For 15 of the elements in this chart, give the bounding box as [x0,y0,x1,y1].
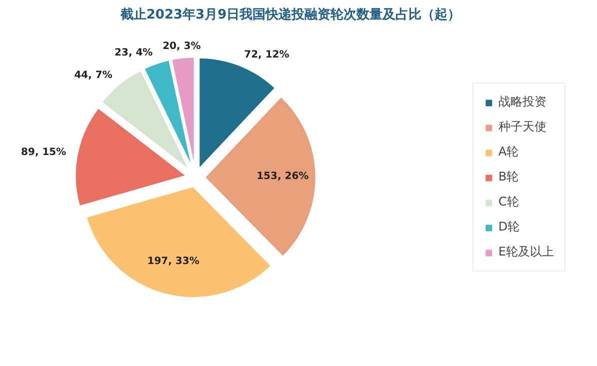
data-label: 72, 12% [244,50,290,61]
legend-label: B轮 [498,168,519,186]
data-label: 197, 33% [147,256,200,268]
legend-label: C轮 [498,194,519,210]
data-label: 44, 7% [74,70,112,81]
legend-label: 种子天使 [498,118,546,136]
chart-title: 截止2023年3月9日我国快递投融资轮次数量及占比（起） [119,6,461,22]
legend-label: E轮及以上 [498,244,554,260]
legend-label: 战略投资 [498,94,546,110]
data-label: 20, 3% [162,41,201,52]
data-label: 89, 15% [21,147,66,158]
data-label: 23, 4% [114,47,153,58]
legend-label: A轮 [498,144,519,160]
legend-label: D轮 [498,218,520,236]
data-label: 153, 26% [256,171,309,182]
